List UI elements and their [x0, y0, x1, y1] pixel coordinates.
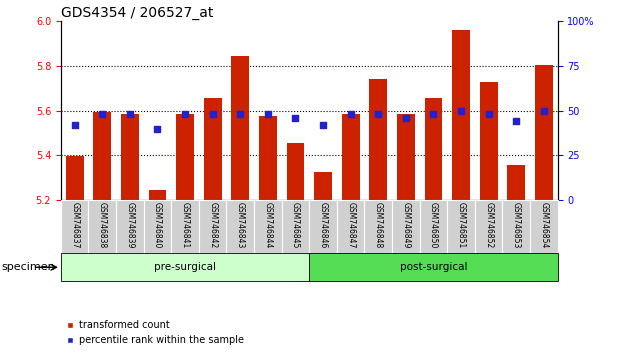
- Point: [290, 115, 301, 121]
- Bar: [116, 200, 144, 253]
- Text: GSM746839: GSM746839: [126, 202, 135, 248]
- Bar: [88, 200, 116, 253]
- Text: GSM746851: GSM746851: [456, 202, 465, 248]
- Bar: [231, 56, 249, 200]
- Bar: [259, 116, 277, 200]
- Bar: [149, 190, 167, 200]
- Bar: [452, 30, 470, 200]
- Text: GSM746841: GSM746841: [181, 202, 190, 248]
- Bar: [392, 200, 420, 253]
- Point: [180, 112, 190, 117]
- Point: [153, 126, 163, 131]
- Bar: [199, 200, 226, 253]
- Text: GSM746854: GSM746854: [539, 202, 548, 248]
- Bar: [309, 253, 558, 281]
- Bar: [61, 200, 88, 253]
- Text: GSM746852: GSM746852: [484, 202, 493, 248]
- Bar: [314, 172, 332, 200]
- Point: [428, 112, 438, 117]
- Text: pre-surgical: pre-surgical: [154, 262, 216, 272]
- Text: GSM746846: GSM746846: [319, 202, 328, 248]
- Bar: [507, 165, 525, 200]
- Point: [125, 112, 135, 117]
- Bar: [309, 200, 337, 253]
- Point: [318, 122, 328, 128]
- Text: GDS4354 / 206527_at: GDS4354 / 206527_at: [61, 6, 213, 20]
- Bar: [369, 79, 387, 200]
- Text: GSM746849: GSM746849: [401, 202, 410, 248]
- Bar: [420, 200, 447, 253]
- Bar: [365, 200, 392, 253]
- Bar: [171, 200, 199, 253]
- Point: [97, 112, 108, 117]
- Legend: transformed count, percentile rank within the sample: transformed count, percentile rank withi…: [63, 316, 248, 349]
- Text: GSM746837: GSM746837: [71, 202, 79, 248]
- Bar: [503, 200, 530, 253]
- Text: GSM746847: GSM746847: [346, 202, 355, 248]
- Text: GSM746840: GSM746840: [153, 202, 162, 248]
- Bar: [475, 200, 503, 253]
- Bar: [447, 200, 475, 253]
- Text: GSM746845: GSM746845: [291, 202, 300, 248]
- Bar: [535, 65, 553, 200]
- Text: GSM746838: GSM746838: [98, 202, 107, 248]
- Bar: [94, 112, 112, 200]
- Point: [373, 112, 383, 117]
- Bar: [287, 143, 304, 200]
- Bar: [281, 200, 309, 253]
- Bar: [254, 200, 281, 253]
- Bar: [342, 114, 360, 200]
- Bar: [226, 200, 254, 253]
- Bar: [337, 200, 365, 253]
- Bar: [176, 114, 194, 200]
- Point: [538, 108, 549, 114]
- Bar: [530, 200, 558, 253]
- Text: GSM746842: GSM746842: [208, 202, 217, 248]
- Bar: [479, 81, 497, 200]
- Bar: [204, 98, 222, 200]
- Bar: [66, 156, 84, 200]
- Text: GSM746848: GSM746848: [374, 202, 383, 248]
- Text: specimen: specimen: [1, 262, 55, 272]
- Text: post-surgical: post-surgical: [400, 262, 467, 272]
- Text: GSM746844: GSM746844: [263, 202, 272, 248]
- Point: [235, 112, 246, 117]
- Bar: [144, 200, 171, 253]
- Bar: [397, 114, 415, 200]
- Point: [208, 112, 218, 117]
- Point: [456, 108, 466, 114]
- Bar: [424, 98, 442, 200]
- Bar: [121, 114, 139, 200]
- Point: [345, 112, 356, 117]
- Point: [483, 112, 494, 117]
- Point: [70, 122, 80, 128]
- Text: GSM746853: GSM746853: [512, 202, 520, 248]
- Text: GSM746843: GSM746843: [236, 202, 245, 248]
- Point: [511, 119, 521, 124]
- Point: [263, 112, 273, 117]
- Point: [401, 115, 411, 121]
- Bar: [61, 253, 309, 281]
- Text: GSM746850: GSM746850: [429, 202, 438, 248]
